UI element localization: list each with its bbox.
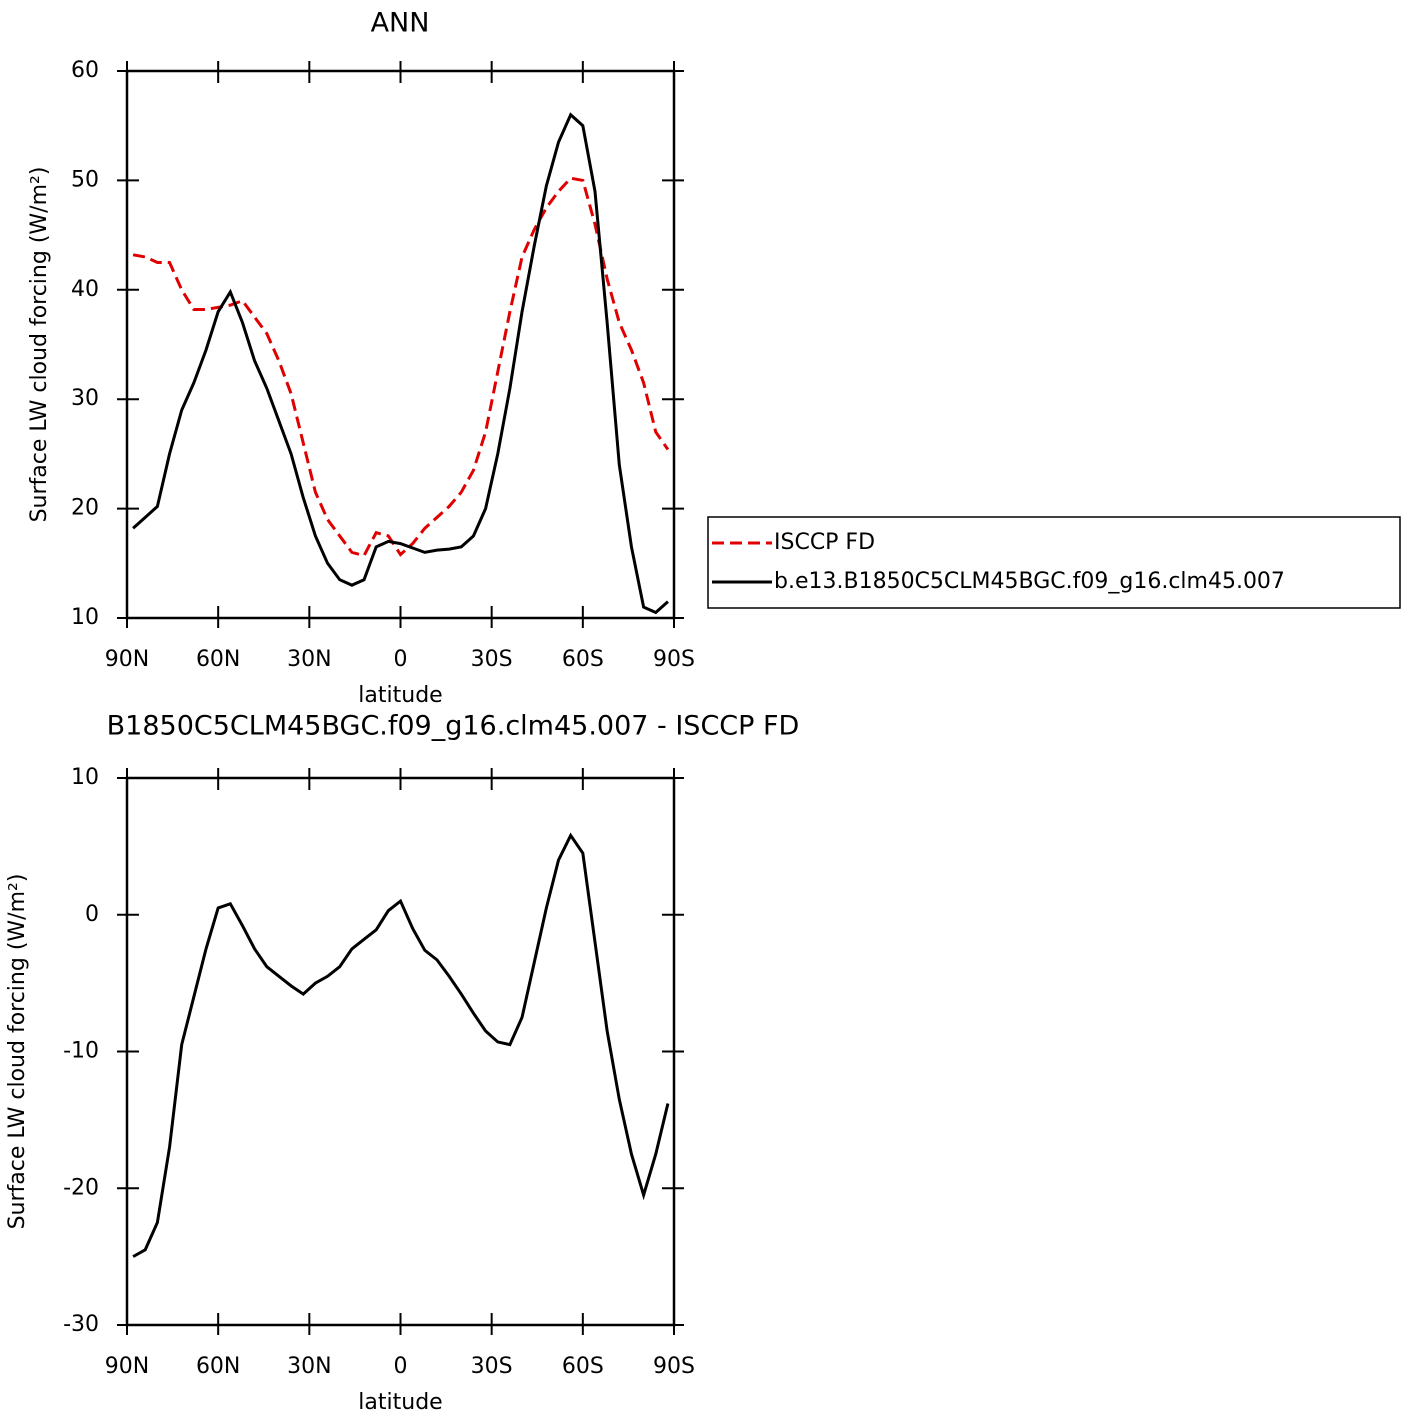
- y-tick-label: 30: [71, 386, 99, 411]
- x-tick-label: 60S: [562, 647, 604, 672]
- x-tick-label: 90N: [105, 647, 149, 672]
- x-tick-label: 90N: [105, 1354, 149, 1379]
- y-tick-label: 60: [71, 58, 99, 83]
- x-tick-label: 30S: [471, 647, 513, 672]
- x-axis-label: latitude: [358, 1390, 442, 1415]
- x-tick-label: 30N: [287, 647, 331, 672]
- x-axis-label: latitude: [358, 683, 442, 708]
- y-tick-label: 0: [85, 902, 99, 927]
- y-tick-label: -10: [63, 1039, 99, 1064]
- plot-frame: [125, 776, 676, 1327]
- legend-label: b.e13.B1850C5CLM45BGC.f09_g16.clm45.007: [774, 569, 1285, 594]
- y-tick-label: 10: [71, 765, 99, 790]
- x-tick-label: 60N: [196, 647, 240, 672]
- y-tick-label: 10: [71, 605, 99, 630]
- x-tick-label: 30S: [471, 1354, 513, 1379]
- data-line: [132, 832, 670, 1258]
- x-tick-label: 90S: [653, 647, 695, 672]
- legend-box: [707, 516, 1401, 609]
- y-tick-label: -20: [63, 1175, 99, 1200]
- y-tick-label: -30: [63, 1312, 99, 1337]
- plot-frame: [125, 69, 676, 620]
- legend-label: ISCCP FD: [774, 530, 875, 555]
- data-line: [132, 112, 669, 615]
- x-tick-label: 60S: [562, 1354, 604, 1379]
- x-tick-label: 60N: [196, 1354, 240, 1379]
- y-tick-label: 40: [71, 277, 99, 302]
- x-tick-label: 0: [394, 647, 408, 672]
- y-tick-label: 20: [71, 496, 99, 521]
- x-tick-label: 0: [394, 1354, 408, 1379]
- x-tick-label: 90S: [653, 1354, 695, 1379]
- x-tick-label: 30N: [287, 1354, 331, 1379]
- y-axis-label: Surface LW cloud forcing (W/m²): [5, 874, 30, 1230]
- y-axis-label: Surface LW cloud forcing (W/m²): [27, 167, 52, 523]
- chart-title: ANN: [371, 8, 430, 39]
- y-tick-label: 50: [71, 167, 99, 192]
- chart-title: B1850C5CLM45BGC.f09_g16.clm45.007 - ISCC…: [107, 711, 800, 742]
- data-line: [132, 176, 670, 558]
